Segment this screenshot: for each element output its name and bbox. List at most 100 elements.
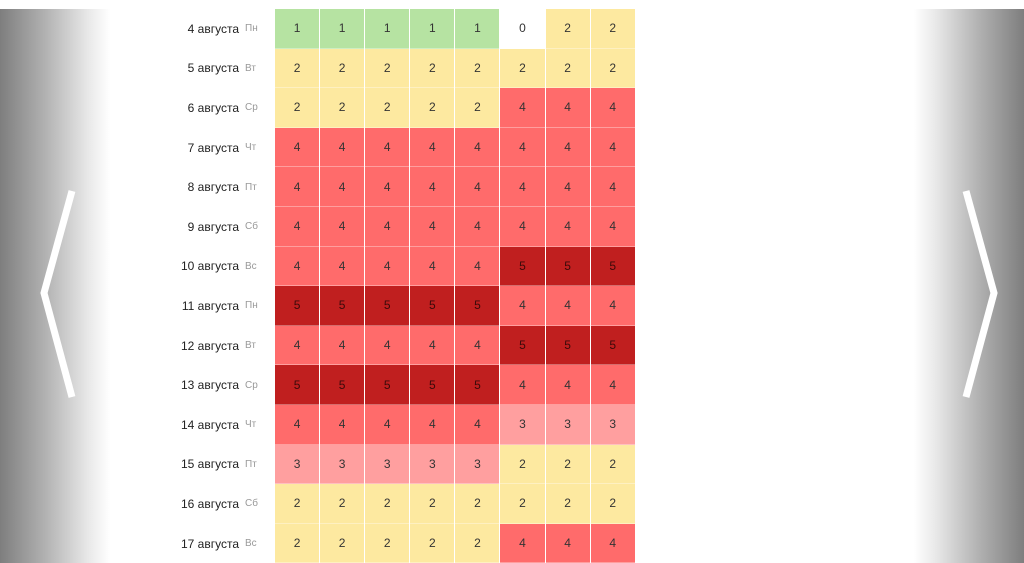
- heatmap-cell[interactable]: 2: [365, 48, 410, 89]
- heatmap-cell[interactable]: 5: [545, 246, 590, 287]
- heatmap-cell[interactable]: 2: [365, 88, 410, 128]
- heatmap-cell[interactable]: 4: [545, 286, 590, 326]
- heatmap-cell[interactable]: 2: [455, 484, 500, 524]
- heatmap-cell[interactable]: 5: [365, 365, 410, 405]
- heatmap-cell[interactable]: 5: [410, 365, 455, 405]
- heatmap-cell[interactable]: 3: [590, 404, 635, 445]
- heatmap-cell[interactable]: 4: [455, 404, 500, 445]
- heatmap-cell[interactable]: 4: [365, 167, 410, 207]
- heatmap-cell[interactable]: 4: [590, 88, 635, 128]
- heatmap-cell[interactable]: 4: [320, 127, 365, 168]
- heatmap-cell[interactable]: 4: [410, 246, 455, 287]
- prev-panel[interactable]: [0, 9, 110, 563]
- heatmap-cell[interactable]: 4: [365, 404, 410, 445]
- heatmap-cell[interactable]: 4: [275, 325, 320, 366]
- heatmap-cell[interactable]: 4: [410, 127, 455, 168]
- heatmap-cell[interactable]: 4: [455, 325, 500, 366]
- heatmap-cell[interactable]: 2: [410, 48, 455, 89]
- heatmap-cell[interactable]: 2: [365, 523, 410, 563]
- heatmap-cell[interactable]: 4: [500, 167, 545, 207]
- heatmap-cell[interactable]: 2: [320, 484, 365, 524]
- heatmap-cell[interactable]: 5: [455, 286, 500, 326]
- heatmap-cell[interactable]: 2: [545, 9, 590, 49]
- heatmap-cell[interactable]: 5: [320, 365, 365, 405]
- heatmap-cell[interactable]: 2: [455, 88, 500, 128]
- heatmap-cell[interactable]: 2: [500, 444, 545, 485]
- heatmap-cell[interactable]: 5: [275, 365, 320, 405]
- heatmap-cell[interactable]: 4: [320, 167, 365, 207]
- heatmap-cell[interactable]: 4: [275, 206, 320, 247]
- heatmap-cell[interactable]: 3: [500, 404, 545, 445]
- heatmap-cell[interactable]: 4: [500, 206, 545, 247]
- heatmap-cell[interactable]: 3: [275, 444, 320, 485]
- heatmap-cell[interactable]: 4: [365, 246, 410, 287]
- heatmap-cell[interactable]: 5: [410, 286, 455, 326]
- heatmap-cell[interactable]: 3: [455, 444, 500, 485]
- heatmap-cell[interactable]: 3: [410, 444, 455, 485]
- heatmap-cell[interactable]: 4: [275, 167, 320, 207]
- heatmap-cell[interactable]: 4: [590, 365, 635, 405]
- heatmap-cell[interactable]: 4: [410, 404, 455, 445]
- heatmap-cell[interactable]: 4: [545, 167, 590, 207]
- heatmap-cell[interactable]: 4: [455, 206, 500, 247]
- heatmap-cell[interactable]: 4: [545, 206, 590, 247]
- heatmap-cell[interactable]: 4: [590, 206, 635, 247]
- heatmap-cell[interactable]: 2: [590, 48, 635, 89]
- heatmap-cell[interactable]: 2: [275, 48, 320, 89]
- heatmap-cell[interactable]: 2: [320, 48, 365, 89]
- heatmap-cell[interactable]: 2: [275, 523, 320, 563]
- heatmap-cell[interactable]: 1: [410, 9, 455, 49]
- heatmap-cell[interactable]: 4: [455, 127, 500, 168]
- heatmap-cell[interactable]: 2: [410, 484, 455, 524]
- heatmap-cell[interactable]: 5: [545, 325, 590, 366]
- heatmap-cell[interactable]: 4: [590, 523, 635, 563]
- heatmap-cell[interactable]: 4: [320, 404, 365, 445]
- heatmap-cell[interactable]: 2: [410, 88, 455, 128]
- heatmap-cell[interactable]: 4: [275, 127, 320, 168]
- next-panel[interactable]: [914, 9, 1024, 563]
- heatmap-cell[interactable]: 2: [590, 484, 635, 524]
- heatmap-cell[interactable]: 3: [320, 444, 365, 485]
- heatmap-cell[interactable]: 2: [500, 48, 545, 89]
- heatmap-cell[interactable]: 4: [545, 523, 590, 563]
- heatmap-cell[interactable]: 2: [545, 48, 590, 89]
- heatmap-cell[interactable]: 4: [320, 206, 365, 247]
- heatmap-cell[interactable]: 2: [545, 484, 590, 524]
- heatmap-cell[interactable]: 4: [545, 365, 590, 405]
- heatmap-cell[interactable]: 2: [320, 88, 365, 128]
- heatmap-cell[interactable]: 4: [545, 88, 590, 128]
- heatmap-cell[interactable]: 4: [320, 246, 365, 287]
- heatmap-cell[interactable]: 5: [590, 325, 635, 366]
- heatmap-cell[interactable]: 1: [365, 9, 410, 49]
- heatmap-cell[interactable]: 2: [545, 444, 590, 485]
- heatmap-cell[interactable]: 4: [590, 167, 635, 207]
- heatmap-cell[interactable]: 2: [455, 48, 500, 89]
- heatmap-cell[interactable]: 4: [365, 206, 410, 247]
- heatmap-cell[interactable]: 2: [320, 523, 365, 563]
- heatmap-cell[interactable]: 5: [365, 286, 410, 326]
- heatmap-cell[interactable]: 3: [365, 444, 410, 485]
- heatmap-cell[interactable]: 5: [320, 286, 365, 326]
- heatmap-cell[interactable]: 5: [275, 286, 320, 326]
- heatmap-cell[interactable]: 2: [590, 444, 635, 485]
- heatmap-cell[interactable]: 2: [275, 88, 320, 128]
- heatmap-cell[interactable]: 4: [275, 246, 320, 287]
- heatmap-cell[interactable]: 4: [455, 246, 500, 287]
- chevron-right-icon[interactable]: [958, 187, 1002, 403]
- heatmap-cell[interactable]: 4: [500, 127, 545, 168]
- heatmap-cell[interactable]: 4: [410, 167, 455, 207]
- heatmap-cell[interactable]: 0: [500, 9, 545, 49]
- heatmap-cell[interactable]: 5: [590, 246, 635, 287]
- heatmap-cell[interactable]: 4: [500, 365, 545, 405]
- heatmap-cell[interactable]: 5: [500, 246, 545, 287]
- heatmap-cell[interactable]: 4: [500, 523, 545, 563]
- heatmap-cell[interactable]: 2: [275, 484, 320, 524]
- heatmap-cell[interactable]: 1: [455, 9, 500, 49]
- heatmap-cell[interactable]: 3: [545, 404, 590, 445]
- heatmap-cell[interactable]: 4: [410, 325, 455, 366]
- heatmap-cell[interactable]: 4: [590, 127, 635, 168]
- heatmap-cell[interactable]: 2: [365, 484, 410, 524]
- heatmap-cell[interactable]: 4: [410, 206, 455, 247]
- heatmap-cell[interactable]: 2: [590, 9, 635, 49]
- heatmap-cell[interactable]: 4: [365, 127, 410, 168]
